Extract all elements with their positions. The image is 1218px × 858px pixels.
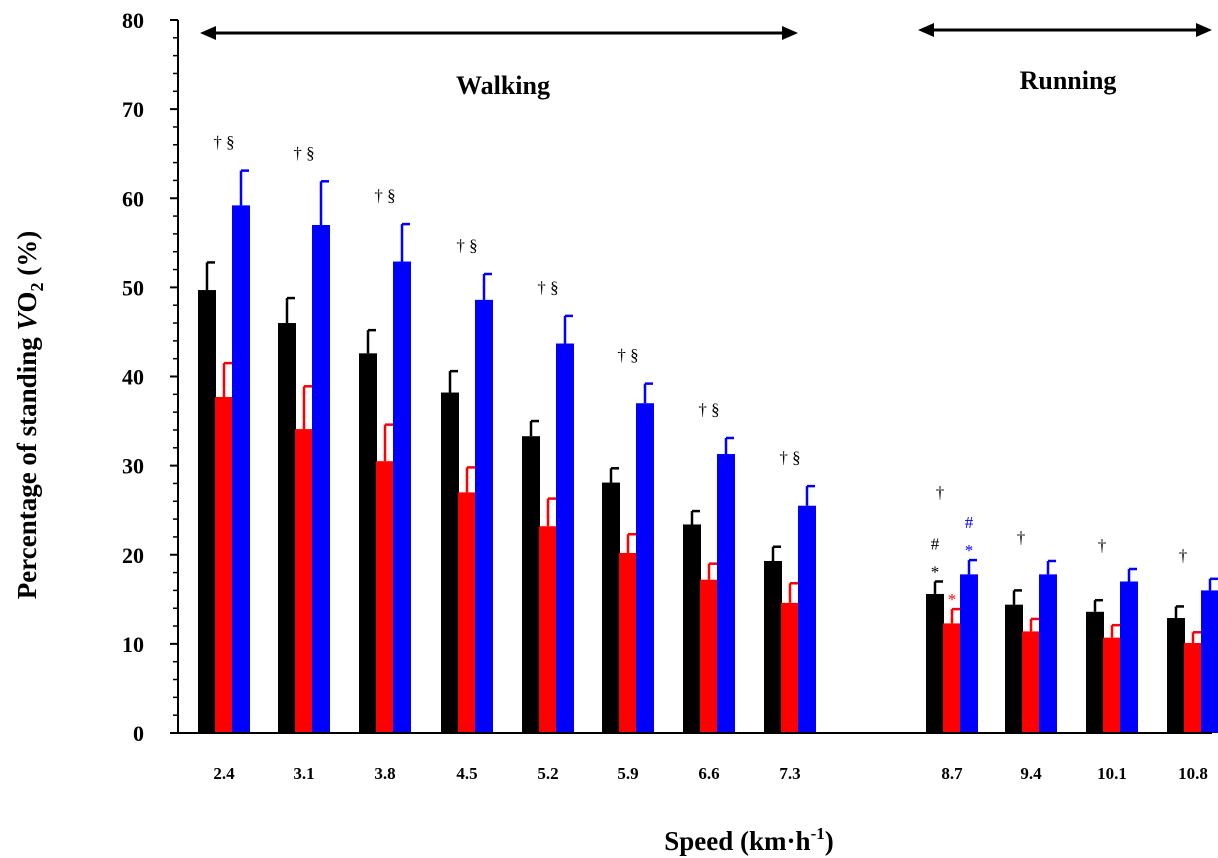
bar <box>781 602 799 733</box>
bar <box>458 492 476 733</box>
bar <box>1039 574 1057 733</box>
bar <box>359 353 377 733</box>
bar <box>926 593 944 733</box>
bar <box>475 299 493 733</box>
y-tick-label: 30 <box>122 454 144 479</box>
bar <box>295 429 313 733</box>
bar <box>215 396 233 733</box>
x-tick-label: 3.8 <box>374 764 395 783</box>
annotations: † § † § † § † § † § † § † § † § † † † † # * * # * <box>213 133 1187 609</box>
bar <box>764 560 782 733</box>
x-tick-labels: 2.4 3.1 3.8 4.5 5.2 5.9 6.6 7.3 8.7 9.4 10.1 10.8 <box>213 764 1208 783</box>
significance-annotation: † § <box>374 186 395 205</box>
walking-label: Walking <box>456 71 550 100</box>
y-tick-label: 70 <box>122 97 144 122</box>
x-tick-label: 7.3 <box>779 764 800 783</box>
bar <box>278 323 296 733</box>
bar <box>1005 604 1023 733</box>
bar <box>539 526 557 733</box>
bar <box>1201 590 1218 733</box>
x-tick-label: 4.5 <box>456 764 477 783</box>
bar <box>232 205 250 733</box>
significance-annotation: † § <box>213 133 234 152</box>
bar <box>441 392 459 733</box>
error-bars <box>205 169 1218 643</box>
significance-annotation: † <box>1179 546 1188 565</box>
bar <box>1184 642 1202 733</box>
bar <box>717 454 735 733</box>
x-tick-label: 6.6 <box>698 764 719 783</box>
y-tick-label: 40 <box>122 365 144 390</box>
y-tick-label: 50 <box>122 275 144 300</box>
x-tick-label: 3.1 <box>293 764 314 783</box>
bar <box>683 524 701 733</box>
bar <box>1167 618 1185 733</box>
x-tick-label: 10.8 <box>1178 764 1208 783</box>
significance-annotation: † <box>936 483 945 502</box>
walking-arrow <box>200 26 798 40</box>
bar <box>700 579 718 733</box>
running-label: Running <box>1020 66 1117 95</box>
x-tick-label: 9.4 <box>1020 764 1042 783</box>
x-tick-label: 5.9 <box>617 764 638 783</box>
bar-significance-mark: * <box>965 541 974 560</box>
x-tick-label: 5.2 <box>537 764 558 783</box>
bar <box>1103 637 1121 733</box>
x-tick-label: 2.4 <box>213 764 235 783</box>
x-axis-title: Speed (km·h-1) <box>664 824 833 856</box>
bar-significance-mark: * <box>948 590 957 609</box>
bar <box>636 403 654 733</box>
y-tick-label: 0 <box>133 721 144 746</box>
significance-annotation: † § <box>779 448 800 467</box>
bar <box>943 623 961 733</box>
bars <box>198 205 1218 734</box>
bar <box>960 574 978 733</box>
significance-annotation: † § <box>617 346 638 365</box>
bar <box>522 436 540 733</box>
y-ticks: 0 10 20 30 40 50 60 70 80 <box>122 8 178 746</box>
y-tick-label: 60 <box>122 186 144 211</box>
significance-annotation: † <box>1098 536 1107 555</box>
y-tick-label: 80 <box>122 8 144 33</box>
y-axis-title: Percentage of standing VO2 (%) <box>12 231 47 600</box>
significance-annotation: † § <box>293 143 314 162</box>
bar <box>602 482 620 733</box>
bar <box>798 505 816 733</box>
x-tick-label: 8.7 <box>941 764 963 783</box>
bar-significance-mark: # <box>931 534 940 553</box>
bar <box>312 224 330 734</box>
significance-annotation: † § <box>698 400 719 419</box>
y-tick-label: 20 <box>122 543 144 568</box>
bar-significance-mark: # <box>965 513 974 532</box>
significance-annotation: † <box>1017 528 1026 547</box>
y-tick-label: 10 <box>122 632 144 657</box>
bar <box>619 552 637 733</box>
running-arrow <box>918 23 1212 37</box>
bar <box>1086 611 1104 733</box>
bar-significance-mark: * <box>931 562 940 581</box>
bar <box>376 461 394 733</box>
x-tick-label: 10.1 <box>1097 764 1127 783</box>
significance-annotation: † § <box>456 236 477 255</box>
significance-annotation: † § <box>537 278 558 297</box>
bar <box>1120 581 1138 733</box>
bar <box>198 290 216 733</box>
bar <box>393 261 411 733</box>
bar <box>1022 631 1040 733</box>
bar <box>556 343 574 733</box>
